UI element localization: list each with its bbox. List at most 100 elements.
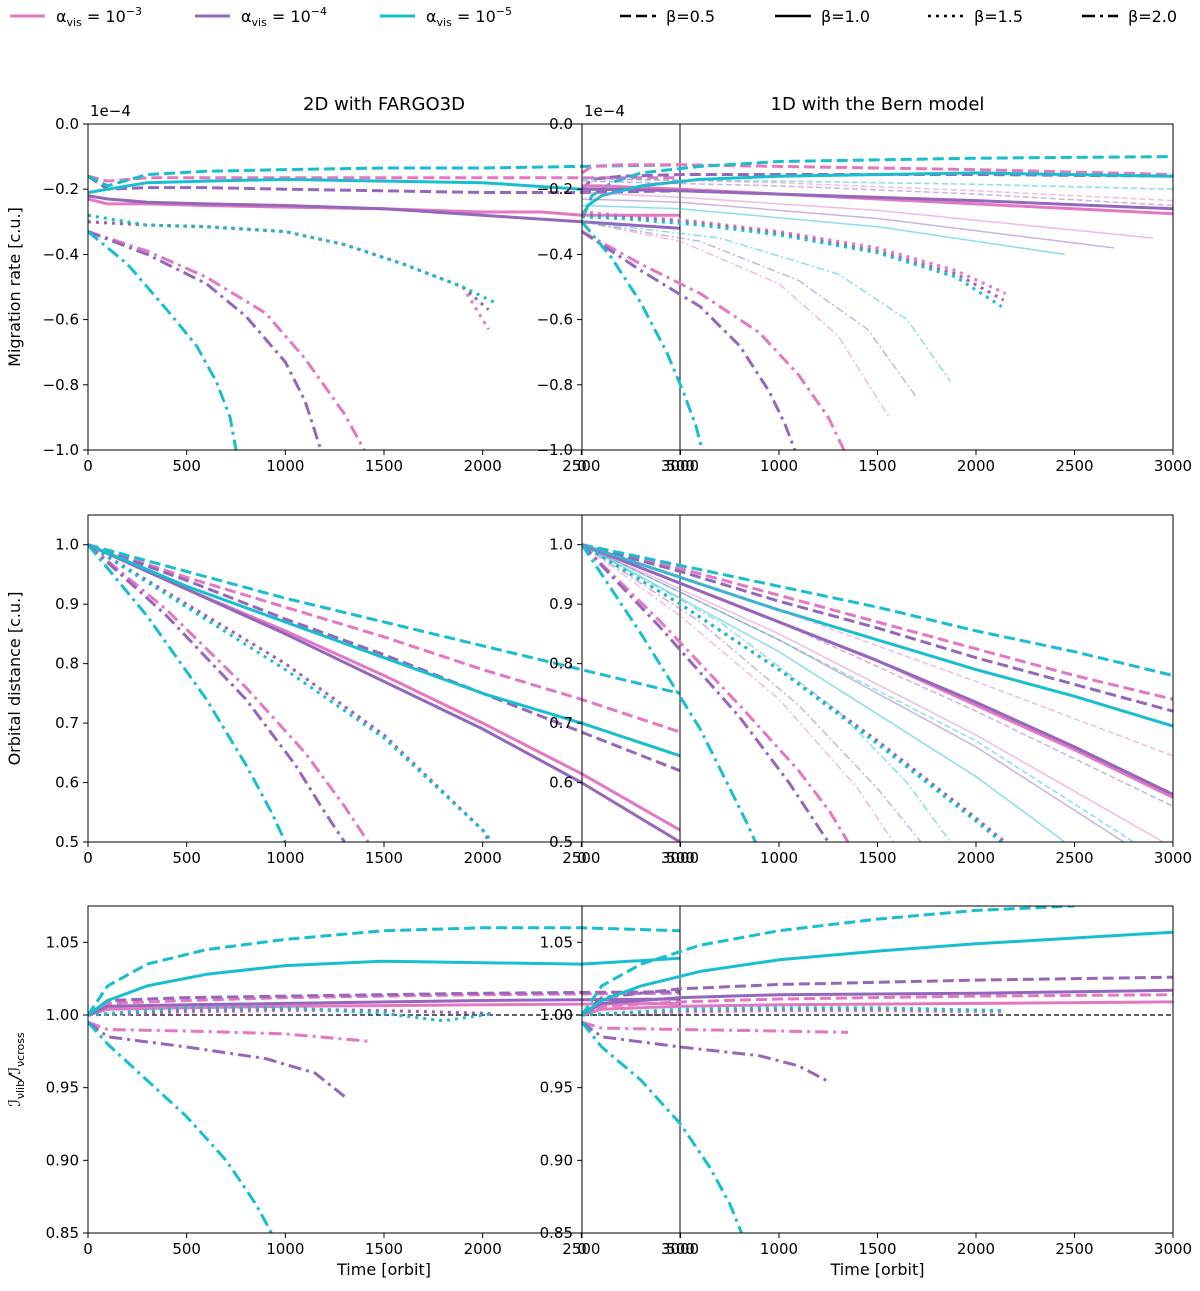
y-axis-label: Orbital distance [c.u.] <box>5 592 24 766</box>
panel-dist-1d: 0 500 1000 1500 2000 2500 3000 0.5 0.6 0.7 0.8 0.9 1… <box>549 514 1192 867</box>
plot-area-rate-2d <box>88 163 680 450</box>
series-line-4 <box>582 543 1173 799</box>
axes-frame <box>87 905 681 1234</box>
series-line-1 <box>88 543 680 734</box>
x-tick-label: 1000 <box>760 849 798 867</box>
y-tick-label: 0.90 <box>46 1151 79 1169</box>
y-tick-label: −0.2 <box>43 180 79 198</box>
y-scale-factor: 1e−4 <box>90 102 131 120</box>
y-tick-label: 0.85 <box>46 1224 79 1242</box>
x-tick-label: 0 <box>83 849 93 867</box>
legend-label-beta-3: β=1.5 <box>974 7 1023 26</box>
series-line-10 <box>582 1020 849 1034</box>
y-tick-label: −0.8 <box>537 376 573 394</box>
series-line-12 <box>582 543 757 842</box>
x-tick-label: 2500 <box>562 1240 600 1258</box>
series-line-4 <box>88 1001 680 1017</box>
y-tick-label: 1.05 <box>46 933 79 951</box>
series-line-12 <box>88 543 287 842</box>
series-line-7 <box>88 1009 491 1017</box>
series-line-6 <box>88 543 680 758</box>
series-line-1 <box>582 993 1173 1017</box>
series-line-4 <box>582 1000 1173 1017</box>
series-line-19 <box>582 221 890 418</box>
series-line-8 <box>88 1007 491 1017</box>
x-tick-label: 2000 <box>464 457 502 475</box>
y-tick-label: 1.05 <box>540 933 573 951</box>
x-axis-label: Time [orbit] <box>336 1260 431 1279</box>
plot-area-dist-1d <box>582 543 1173 842</box>
y-tick-label: 0.9 <box>55 595 79 613</box>
series-line-8 <box>88 543 492 842</box>
panel-title: 1D with the Bern model <box>771 94 985 115</box>
y-tick-label: 1.0 <box>55 536 79 554</box>
x-tick-label: 1500 <box>365 457 403 475</box>
series-line-2 <box>88 174 680 194</box>
y-tick-label: 0.0 <box>55 115 79 133</box>
y-tick-label: −0.8 <box>43 376 79 394</box>
x-tick-label: 2500 <box>1055 849 1093 867</box>
series-line-2 <box>582 543 1173 713</box>
x-tick-label: 1000 <box>266 1240 304 1258</box>
series-line-21 <box>582 221 952 382</box>
x-tick-label: 2000 <box>957 457 995 475</box>
series-line-7 <box>582 210 1007 295</box>
series-line-5 <box>88 543 680 842</box>
x-tick-label: 1500 <box>858 1240 896 1258</box>
y-tick-label: 0.8 <box>549 655 573 673</box>
x-tick-label: 3000 <box>1154 457 1192 475</box>
x-tick-label: 1500 <box>858 457 896 475</box>
x-tick-label: 1000 <box>266 457 304 475</box>
y-tick-label: 0.90 <box>540 1151 573 1169</box>
series-line-8 <box>582 213 1005 302</box>
plot-area-ratio-1d <box>582 906 1173 1233</box>
y-tick-label: 1.00 <box>540 1006 573 1024</box>
plot-area-rate-1d <box>582 155 1173 450</box>
x-tick-label: 500 <box>666 1240 695 1258</box>
series-line-1 <box>88 991 680 1017</box>
series-line-18 <box>582 544 1135 842</box>
x-tick-label: 0 <box>83 457 93 475</box>
series-line-10 <box>582 230 846 450</box>
series-line-20 <box>582 221 918 399</box>
x-tick-label: 2500 <box>1055 1240 1093 1258</box>
series-line-11 <box>582 1021 827 1082</box>
series-line-13 <box>582 191 1154 239</box>
x-tick-label: 3000 <box>661 457 699 475</box>
panel-ratio-1d: 0 500 1000 1500 2000 2500 3000 0.85 0.90 0.95 1.00… <box>540 905 1192 1279</box>
x-tick-label: 0 <box>577 1240 587 1258</box>
legend: αvis = 10−3 αvis = 10−4 αvis = 10−5 β=0.5 β=… <box>10 5 1177 29</box>
x-tick-label: 2500 <box>562 457 600 475</box>
series-line-9 <box>582 1006 1002 1017</box>
panel-rate-1d: 0 500 1000 1500 2000 2500 3000 −1.0 −0.8 −0.6 −0.4… <box>537 94 1193 475</box>
series-line-6 <box>88 177 680 194</box>
x-tick-label: 2500 <box>562 849 600 867</box>
series-line-10 <box>582 543 850 842</box>
series-line-15 <box>582 204 1065 256</box>
panel-rate-2d: 0 500 1000 1500 2000 2500 3000 −1.0 −0.8 −0.6 −0.4… <box>5 94 699 475</box>
series-line-1 <box>88 174 680 183</box>
series-line-3 <box>88 926 680 1016</box>
panel-title: 2D with FARGO3D <box>303 94 465 115</box>
y-axis-label: ℐνlib/ℐνcross <box>5 1032 27 1107</box>
y-tick-label: 0.6 <box>55 774 79 792</box>
legend-label-beta-4: β=2.0 <box>1128 7 1177 26</box>
x-tick-label: 1500 <box>365 1240 403 1258</box>
x-tick-label: 3000 <box>1154 849 1192 867</box>
x-tick-label: 0 <box>577 849 587 867</box>
series-line-12 <box>582 220 704 450</box>
x-tick-label: 1000 <box>266 849 304 867</box>
x-tick-label: 2000 <box>464 849 502 867</box>
series-line-12 <box>582 1021 743 1233</box>
series-line-11 <box>88 230 323 450</box>
series-line-6 <box>582 543 1173 728</box>
x-tick-label: 2000 <box>464 1240 502 1258</box>
x-tick-label: 1500 <box>365 849 403 867</box>
y-tick-label: 0.6 <box>549 774 573 792</box>
y-tick-label: 0.7 <box>549 714 573 732</box>
legend-label-beta-2: β=1.0 <box>821 7 870 26</box>
y-tick-label: 0.0 <box>549 115 573 133</box>
x-axis-label: Time [orbit] <box>830 1260 925 1279</box>
y-tick-label: −0.6 <box>537 311 573 329</box>
x-tick-label: 3000 <box>661 849 699 867</box>
